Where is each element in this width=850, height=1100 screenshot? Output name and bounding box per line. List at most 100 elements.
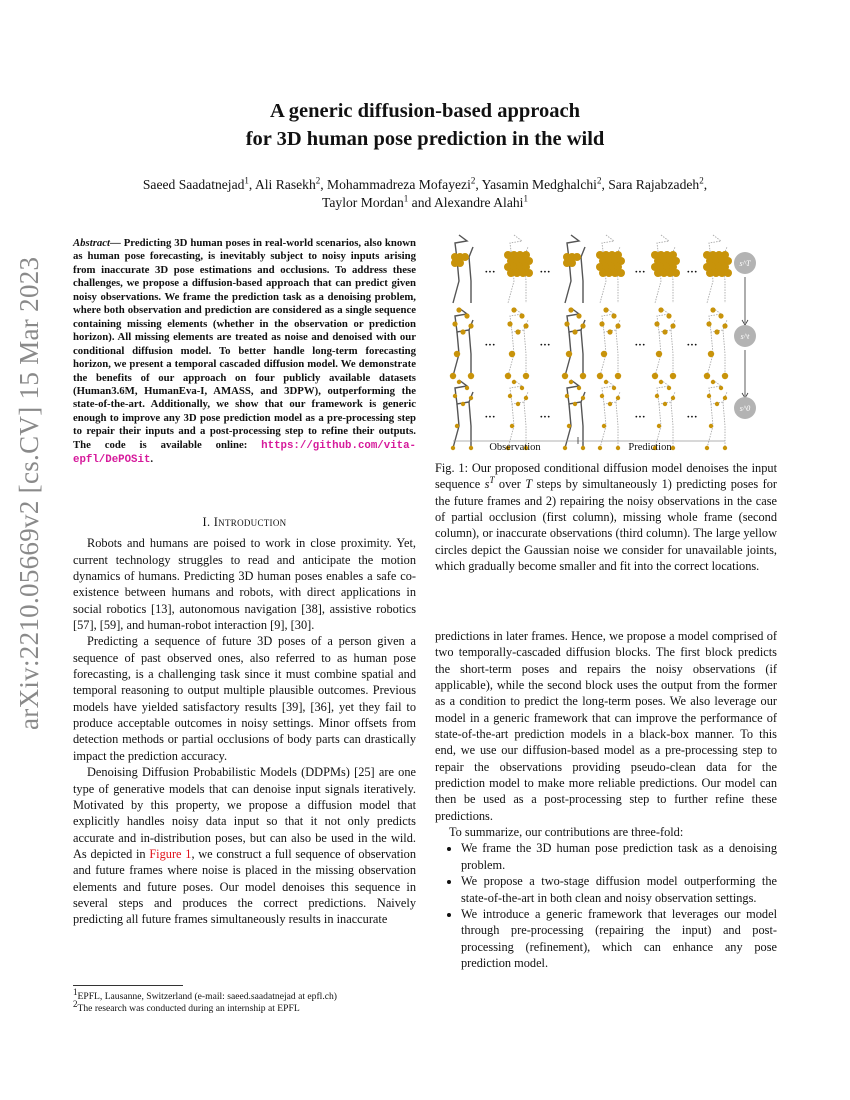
noise-joint-dot <box>658 379 664 385</box>
noise-joint-dot <box>660 269 668 277</box>
noise-joint-dot <box>566 423 572 429</box>
noise-joint-dot <box>513 257 521 265</box>
noise-joint-dot <box>568 379 574 385</box>
noise-joint-dot <box>703 251 711 259</box>
footnote-1: 1EPFL, Lausanne, Switzerland (e-mail: sa… <box>73 987 416 1004</box>
noise-joint-dot <box>452 321 458 327</box>
affiliation-mark: 2 <box>315 175 321 186</box>
noise-joint-dot <box>510 263 518 271</box>
noise-joint-dot <box>460 329 466 335</box>
noise-joint-dot <box>670 445 676 451</box>
skeleton-right-leg <box>468 329 472 376</box>
diffusion-step-node <box>734 325 756 347</box>
noise-joint-dot <box>602 251 610 259</box>
noise-joint-dot <box>515 401 521 407</box>
noise-joint-dot <box>654 269 662 277</box>
noise-joint-dot <box>722 323 728 329</box>
abstract-end: . <box>150 453 154 466</box>
noise-joint-dot <box>614 251 622 259</box>
section-heading-introduction: I. Introduction <box>202 515 287 529</box>
noise-joint-dot <box>453 350 461 358</box>
footnotes: 1EPFL, Lausanne, Switzerland (e-mail: sa… <box>73 985 416 1016</box>
noise-joint-dot <box>576 385 582 391</box>
noise-joint-dot <box>519 257 527 265</box>
diffusion-step-node <box>734 252 756 274</box>
noise-joint-dot <box>651 263 659 271</box>
affiliation-mark: 1 <box>244 175 249 186</box>
noise-joint-dot <box>456 379 462 385</box>
noise-joint-dot <box>654 321 660 327</box>
noise-joint-dot <box>580 445 586 451</box>
noise-joint-dot <box>568 259 576 267</box>
diffusion-step-label: s^t <box>741 332 750 341</box>
affiliation-mark: 1 <box>523 193 528 204</box>
noise-joint-dot <box>669 372 677 380</box>
author: Ali Rasekh2 <box>254 175 321 192</box>
author: Alexandre Alahi1 <box>433 193 528 210</box>
noise-joint-dot <box>651 251 659 259</box>
noise-joint-dot <box>703 263 711 271</box>
ellipsis: ··· <box>686 266 697 278</box>
noise-joint-dot <box>615 445 621 451</box>
noise-joint-dot <box>724 269 732 277</box>
contributions-intro: To summarize, our contributions are thre… <box>449 825 684 840</box>
footnote-mark: 2 <box>73 998 78 1009</box>
noise-joint-dot <box>565 350 573 358</box>
noise-joint-dot <box>603 379 609 385</box>
noise-joint-dot <box>617 269 625 277</box>
diffusion-step-label: s^T <box>740 259 751 268</box>
noise-joint-dot <box>672 257 680 265</box>
skeleton-left-leg <box>564 258 572 304</box>
noise-joint-dot <box>467 372 475 380</box>
affiliation-mark: 2 <box>596 175 602 186</box>
ellipsis: ··· <box>686 411 697 423</box>
contribution-item: We introduce a generic framework that le… <box>461 906 777 971</box>
noise-joint-dot <box>515 329 521 335</box>
noise-joint-dot <box>452 393 458 399</box>
noise-joint-dot <box>718 385 724 391</box>
caption-text: Fig. 1: Our proposed conditional diffusi… <box>435 461 777 492</box>
diffusion-step-label: s^0 <box>740 404 751 413</box>
noise-joint-dot <box>564 321 570 327</box>
noise-joint-dot <box>504 263 512 271</box>
noise-joint-dot <box>599 321 605 327</box>
noise-joint-dot <box>666 269 674 277</box>
skeleton-right-leg <box>523 329 527 376</box>
skeleton-left-leg <box>706 258 714 304</box>
figure-1-link[interactable]: Figure 1 <box>149 846 192 861</box>
noise-joint-dot <box>663 263 671 271</box>
noise-joint-dot <box>510 251 518 259</box>
skeleton-right-leg <box>523 256 527 303</box>
intro-paragraph-3: Denoising Diffusion Probabilistic Models… <box>73 764 416 927</box>
noise-joint-dot <box>508 350 516 358</box>
skeleton-right-leg <box>580 329 584 376</box>
intro-paragraph-1: Robots and humans are poised to work in … <box>73 536 416 633</box>
skeleton-torso <box>454 234 474 260</box>
noise-joint-dot <box>568 307 574 313</box>
ellipsis: ··· <box>539 266 550 278</box>
noise-joint-dot <box>672 269 680 277</box>
noise-joint-dot <box>704 445 710 451</box>
noise-joint-dot <box>709 263 717 271</box>
noise-joint-dot <box>596 372 604 380</box>
noise-joint-dot <box>669 251 677 259</box>
ellipsis: ··· <box>634 411 645 423</box>
author: Yasamin Medghalchi2 <box>481 175 602 192</box>
noise-joint-dot <box>715 251 723 259</box>
code-link[interactable]: https://github.com/vita-epfl/DePOSit <box>73 439 416 467</box>
noise-joint-dot <box>456 307 462 313</box>
noise-joint-dot <box>562 445 568 451</box>
noise-joint-dot <box>464 313 470 319</box>
noise-joint-dot <box>522 372 530 380</box>
skeleton-right-leg <box>580 256 584 303</box>
noise-joint-dot <box>511 307 517 313</box>
noise-joint-dot <box>670 395 676 401</box>
footnote-text: The research was conducted during an int… <box>77 1003 300 1014</box>
noise-joint-dot <box>658 307 664 313</box>
noise-joint-dot <box>456 259 464 267</box>
noise-joint-dot <box>461 253 469 261</box>
noise-joint-dot <box>722 395 728 401</box>
noise-joint-dot <box>504 372 512 380</box>
noise-joint-dot <box>519 385 525 391</box>
caption-math: T <box>525 477 533 492</box>
